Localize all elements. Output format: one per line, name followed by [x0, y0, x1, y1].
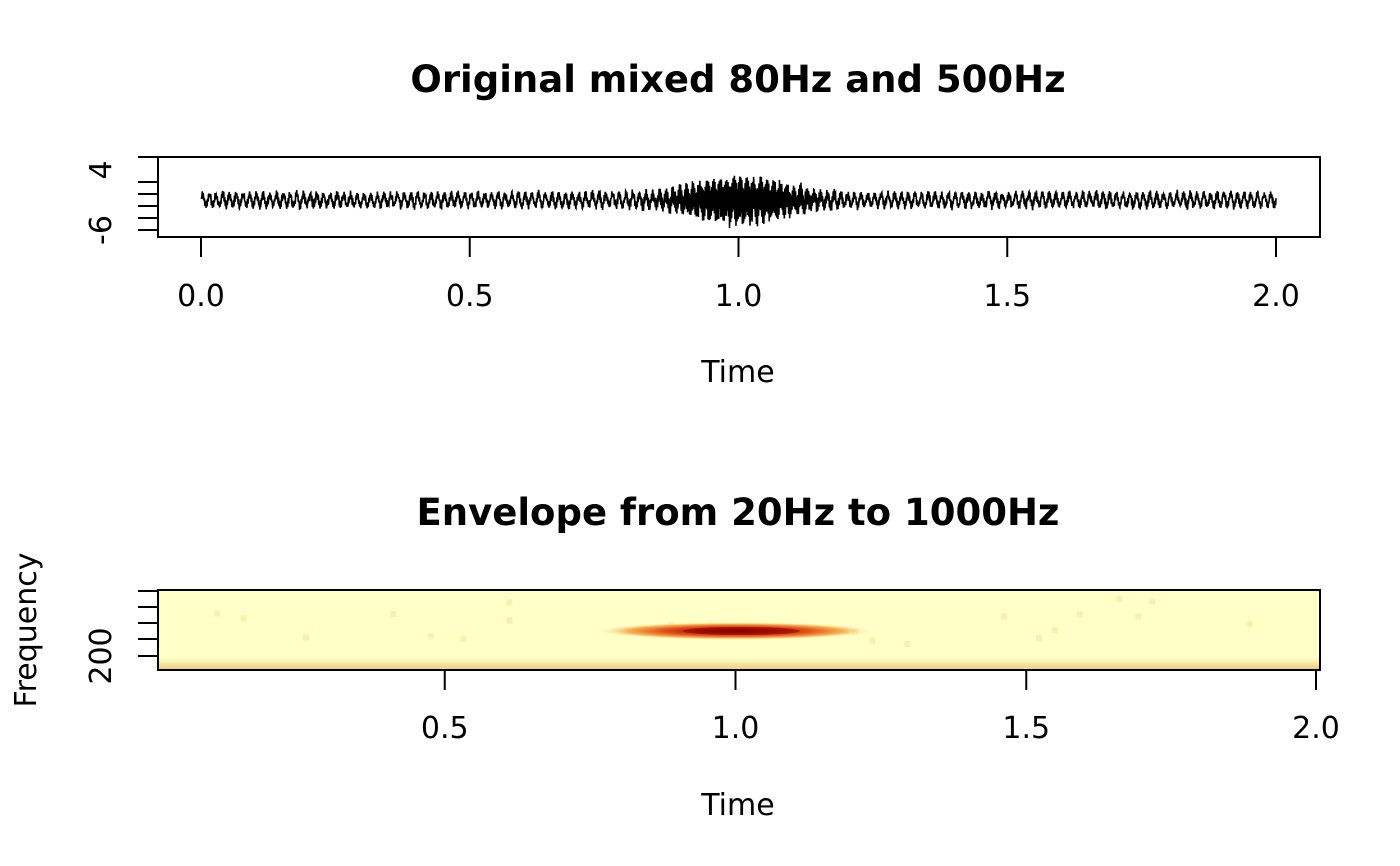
panel1-y-ticks: [138, 156, 158, 231]
panel1-xtick-label: 2.0: [1252, 279, 1300, 314]
waveform-line: [200, 175, 1277, 229]
heatmap-noise-cell: [506, 599, 513, 606]
heatmap-cells: [158, 596, 1320, 670]
panel2-ylabel: Frequency: [9, 553, 44, 708]
heatmap-noise-cell: [1246, 621, 1253, 627]
panel1-x-ticks: 0.0 0.5 1.0 1.5 2.0: [177, 237, 1300, 314]
panel2-xlabel: Time: [700, 788, 774, 823]
heatmap-noise-cell: [1035, 635, 1042, 641]
panel2-xtick-label: 2.0: [1292, 711, 1340, 746]
heatmap-noise-cell: [1076, 611, 1083, 618]
panel1-xtick-label: 1.5: [983, 279, 1031, 314]
heatmap-noise-cell: [427, 633, 434, 640]
panel1-ytick-label-bottom: -6: [84, 215, 119, 245]
panel1-xlabel: Time: [700, 355, 774, 390]
heatmap-noise-cell: [390, 611, 397, 617]
panel2-xtick-label: 1.0: [712, 711, 760, 746]
waveform-series: [200, 175, 1277, 229]
heatmap-noise-cell: [869, 637, 876, 644]
heatmap-baseline-band: [158, 656, 1320, 670]
heatmap-noise-cell: [1116, 596, 1123, 602]
panel2-y-ticks: [138, 590, 158, 657]
panel2-xtick-label: 0.5: [421, 711, 469, 746]
heatmap-noise-cell: [240, 615, 247, 622]
heatmap-hotspot-core: [682, 627, 801, 635]
panel2-x-ticks: 0.5 1.0 1.5 2.0: [421, 670, 1340, 746]
panel1-xtick-label: 0.5: [446, 279, 494, 314]
panel2-xtick-label: 1.5: [1002, 711, 1050, 746]
panel1-xtick-label: 0.0: [177, 279, 225, 314]
heatmap-noise-cell: [1135, 613, 1142, 620]
heatmap-noise-cell: [1149, 598, 1156, 605]
panel2-ytick-label: 200: [84, 627, 119, 684]
heatmap-noise-cell: [1052, 627, 1059, 634]
panel1-ytick-label-top: 4: [84, 160, 119, 179]
panel1-xtick-label: 1.0: [715, 279, 763, 314]
heatmap-noise-cell: [302, 634, 309, 641]
heatmap-noise-cell: [214, 610, 220, 617]
panel2-title: Envelope from 20Hz to 1000Hz: [417, 491, 1060, 534]
heatmap-noise-cell: [904, 641, 911, 647]
panel1-title: Original mixed 80Hz and 500Hz: [410, 58, 1065, 101]
heatmap-noise-cell: [1000, 613, 1007, 620]
heatmap-noise-cell: [460, 636, 467, 643]
heatmap-noise-cell: [506, 617, 513, 624]
